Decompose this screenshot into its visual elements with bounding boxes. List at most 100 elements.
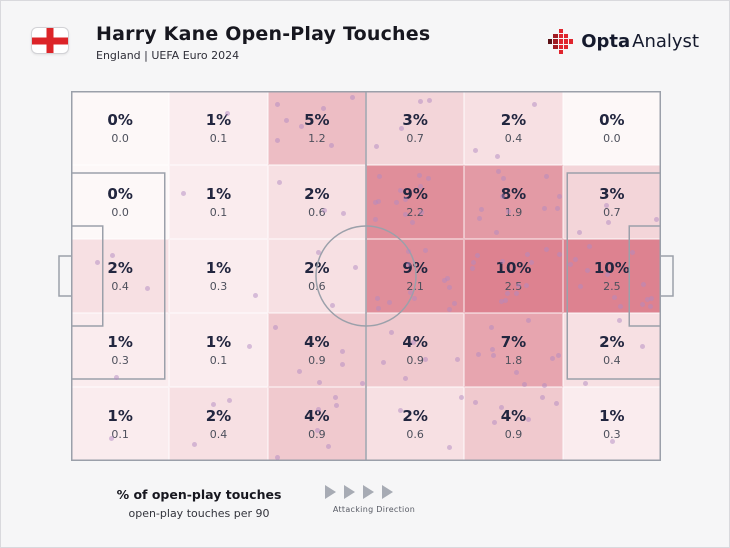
cell-pct-value: 1% bbox=[205, 185, 232, 203]
opta-logo-pixel bbox=[569, 34, 573, 38]
cell-pct-value: 0% bbox=[107, 111, 133, 129]
right-six-yard-box bbox=[628, 225, 661, 327]
cell-per90-value: 0.9 bbox=[308, 428, 326, 441]
opta-logo-pixel bbox=[563, 39, 569, 44]
cell-pct-value: 2% bbox=[500, 111, 527, 129]
opta-logo-icon bbox=[548, 29, 574, 54]
heat-cell-r3-c1: 2% 0.4 bbox=[71, 239, 170, 313]
cell-pct-value: 1% bbox=[599, 407, 625, 425]
left-goal bbox=[58, 255, 73, 297]
cell-per90-value: 0.4 bbox=[209, 428, 228, 441]
opta-logo-pixel bbox=[558, 44, 563, 49]
attacking-arrow-icon bbox=[382, 485, 393, 499]
opta-logo-pixel bbox=[563, 44, 569, 49]
england-flag-icon bbox=[31, 27, 69, 54]
heat-cell-r3-c6: 10% 2.5 bbox=[562, 239, 661, 313]
legend-per90-label: open-play touches per 90 bbox=[128, 507, 270, 520]
opta-logo-pixel bbox=[548, 45, 552, 49]
cell-pct-value: 8% bbox=[500, 185, 527, 203]
cell-pct-value: 4% bbox=[304, 333, 330, 351]
pitch-markings bbox=[58, 91, 674, 461]
opta-logo-pixel bbox=[553, 39, 558, 44]
cell-per90-value: 0.6 bbox=[406, 428, 424, 441]
heat-cell-r5-c6: 1% 0.3 bbox=[562, 387, 661, 461]
cell-per90-value: 0.9 bbox=[308, 354, 326, 367]
cell-pct-value: 2% bbox=[205, 407, 232, 425]
opta-logo-pixel bbox=[548, 34, 552, 38]
heat-cell-r4-c4: 4% 0.9 bbox=[366, 313, 465, 387]
cell-pct-value: 2% bbox=[304, 185, 330, 203]
cell-pct-value: 1% bbox=[205, 111, 232, 129]
cell-pct-value: 5% bbox=[304, 111, 330, 129]
cell-pct-value: 3% bbox=[402, 111, 428, 129]
cell-per90-value: 0.0 bbox=[111, 132, 129, 145]
cell-per90-value: 2.2 bbox=[406, 206, 424, 219]
cell-pct-value: 1% bbox=[107, 333, 133, 351]
cell-per90-value: 0.3 bbox=[111, 354, 129, 367]
attacking-arrow-icon bbox=[325, 485, 336, 499]
cell-per90-value: 0.7 bbox=[603, 206, 621, 219]
cell-pct-value: 4% bbox=[500, 407, 527, 425]
cell-per90-value: 0.7 bbox=[406, 132, 424, 145]
cell-pct-value: 1% bbox=[107, 407, 133, 425]
right-penalty-area bbox=[566, 172, 661, 380]
cell-per90-value: 1.2 bbox=[308, 132, 326, 145]
cell-per90-value: 0.4 bbox=[504, 132, 523, 145]
opta-logo-pixel bbox=[564, 29, 568, 33]
cell-per90-value: 1.8 bbox=[504, 354, 523, 367]
heat-cell-r4-c5: 7% 1.8 bbox=[464, 313, 563, 387]
flag-cross-horizontal bbox=[32, 37, 68, 44]
attacking-arrow-icon bbox=[363, 485, 374, 499]
cell-per90-value: 0.1 bbox=[111, 428, 129, 441]
opta-logo-pixel bbox=[553, 50, 557, 54]
cell-pct-value: 0% bbox=[107, 185, 133, 203]
attacking-arrow-icon bbox=[344, 485, 355, 499]
cell-pct-value: 10% bbox=[593, 259, 630, 277]
page-subtitle: England | UEFA Euro 2024 bbox=[96, 49, 240, 62]
left-penalty-area bbox=[71, 172, 166, 380]
attacking-direction-label: Attacking Direction bbox=[332, 505, 416, 514]
left-six-yard-box bbox=[71, 225, 104, 327]
heat-cell-r2-c4: 9% 2.2 bbox=[366, 165, 465, 239]
cell-pct-value: 2% bbox=[599, 333, 625, 351]
cell-pct-value: 7% bbox=[500, 333, 527, 351]
heat-cell-r3-c5: 10% 2.5 bbox=[464, 239, 563, 313]
opta-logo-pixel bbox=[564, 50, 568, 54]
opta-logo-pixel bbox=[558, 34, 563, 39]
header: Harry Kane Open-Play Touches England | U… bbox=[31, 23, 699, 62]
pitch: 0% 0.0 1% 0.1 5% 1.2 3% 0.7 2% 0.4 0% 0.0 0% 0.0 1% 0.1… bbox=[58, 91, 674, 461]
opta-logo-pixel bbox=[569, 45, 573, 49]
opta-logo-pixel bbox=[563, 34, 569, 39]
heat-cell-r2-c2: 1% 0.1 bbox=[169, 165, 268, 239]
cell-per90-value: 0.0 bbox=[111, 206, 129, 219]
opta-logo-pixel bbox=[558, 39, 563, 44]
cell-pct-value: 2% bbox=[107, 259, 133, 277]
opta-logo-pixel bbox=[548, 29, 552, 33]
legend-pct-label: % of open-play touches bbox=[116, 487, 282, 502]
cell-pct-value: 1% bbox=[205, 333, 232, 351]
cell-pct-value: 2% bbox=[402, 407, 428, 425]
heat-cell-r4-c2: 1% 0.1 bbox=[169, 313, 268, 387]
heat-cell-r1-c4: 3% 0.7 bbox=[366, 91, 465, 165]
opta-logo-pixel bbox=[548, 39, 553, 44]
opta-logo-pixel bbox=[569, 29, 573, 33]
cell-per90-value: 0.4 bbox=[603, 354, 621, 367]
cell-per90-value: 0.1 bbox=[209, 354, 228, 367]
cell-per90-value: 0.9 bbox=[406, 354, 424, 367]
opta-logo-pixel bbox=[569, 39, 574, 44]
cell-per90-value: 0.1 bbox=[209, 206, 228, 219]
heat-cell-r5-c5: 4% 0.9 bbox=[464, 387, 563, 461]
heat-cell-r5-c4: 2% 0.6 bbox=[366, 387, 465, 461]
cell-pct-value: 1% bbox=[205, 259, 232, 277]
heat-cell-r1-c6: 0% 0.0 bbox=[562, 91, 661, 165]
cell-pct-value: 9% bbox=[402, 185, 428, 203]
legend: % of open-play touches open-play touches… bbox=[89, 487, 309, 520]
cell-per90-value: 0.1 bbox=[209, 132, 228, 145]
attacking-direction-arrows bbox=[319, 485, 429, 499]
cell-pct-value: 0% bbox=[599, 111, 625, 129]
opta-logo-text-light: Analyst bbox=[632, 31, 699, 52]
heat-cell-r2-c3: 2% 0.6 bbox=[267, 165, 366, 239]
cell-per90-value: 0.3 bbox=[209, 280, 228, 293]
opta-logo-pixel bbox=[553, 34, 558, 39]
